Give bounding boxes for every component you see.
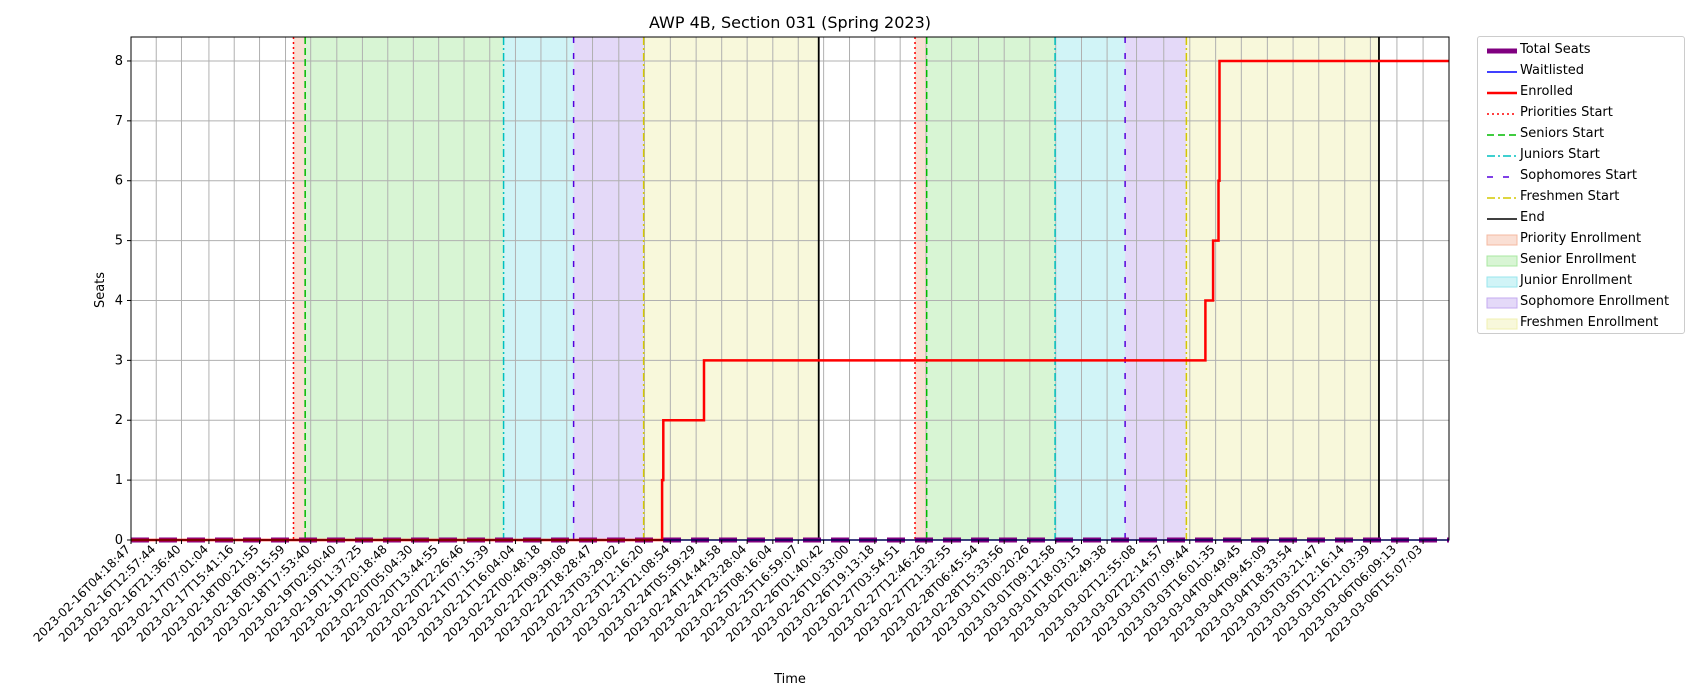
- legend-item: Junior Enrollment: [1478, 272, 1684, 292]
- legend-swatch: [1487, 113, 1517, 115]
- legend-swatch: [1486, 297, 1518, 309]
- legend-swatch: [1486, 276, 1518, 288]
- span-junior-enrollment: [1055, 37, 1126, 540]
- legend-item: Seniors Start: [1478, 125, 1684, 145]
- y-tick-label: 4: [115, 293, 123, 308]
- legend-item: Total Seats: [1478, 41, 1684, 61]
- legend-item: Senior Enrollment: [1478, 251, 1684, 271]
- span-junior-enrollment: [503, 37, 574, 540]
- legend-patch: [1486, 255, 1518, 267]
- legend-label: Total Seats: [1520, 42, 1591, 57]
- y-tick-label: 8: [115, 54, 123, 69]
- x-axis-label: Time: [773, 672, 806, 687]
- legend-item: Juniors Start: [1478, 146, 1684, 166]
- legend-item: Sophomore Enrollment: [1478, 293, 1684, 313]
- span-senior-enrollment: [926, 37, 1056, 540]
- legend-item: Freshmen Enrollment: [1478, 314, 1684, 334]
- series-enrolled: [131, 59, 1449, 542]
- span-priority-enrollment: [293, 37, 306, 540]
- legend-swatch: [1487, 197, 1517, 199]
- y-axis-label: Seats: [93, 272, 108, 308]
- legend-swatch: [1487, 71, 1517, 73]
- legend-patch: [1486, 276, 1518, 288]
- legend-label: Waitlisted: [1520, 63, 1585, 78]
- legend-label: Freshmen Start: [1520, 189, 1620, 204]
- legend-item: Freshmen Start: [1478, 188, 1684, 208]
- span-sophomore-enrollment: [1125, 37, 1187, 540]
- legend-label: Senior Enrollment: [1520, 252, 1637, 267]
- span-senior-enrollment: [305, 37, 504, 540]
- legend-item: Priority Enrollment: [1478, 230, 1684, 250]
- y-tick-label: 2: [115, 413, 123, 428]
- legend-swatch: [1487, 218, 1517, 220]
- y-tick-label: 7: [115, 114, 123, 129]
- y-tick-label: 3: [115, 353, 123, 368]
- legend-swatch: [1486, 234, 1518, 246]
- legend-item: Enrolled: [1478, 83, 1684, 103]
- legend-label: Sophomore Enrollment: [1520, 294, 1670, 309]
- legend: Total Seats Waitlisted Enrolled Priorities …: [1477, 36, 1685, 334]
- legend-label: End: [1520, 210, 1545, 225]
- legend-label: Freshmen Enrollment: [1520, 315, 1659, 330]
- legend-swatch: [1487, 91, 1517, 95]
- legend-label: Priority Enrollment: [1520, 231, 1642, 246]
- legend-item: Waitlisted: [1478, 62, 1684, 82]
- legend-item: Sophomores Start: [1478, 167, 1684, 187]
- legend-swatch: [1487, 176, 1517, 178]
- legend-patch: [1486, 318, 1518, 330]
- legend-label: Seniors Start: [1520, 126, 1605, 141]
- legend-swatch: [1486, 255, 1518, 267]
- legend-item: Priorities Start: [1478, 104, 1684, 124]
- legend-swatch: [1487, 134, 1517, 136]
- y-tick-label: 6: [115, 174, 123, 189]
- legend-patch: [1486, 297, 1518, 309]
- legend-item: End: [1478, 209, 1684, 229]
- y-tick-label: 1: [115, 473, 123, 488]
- legend-label: Enrolled: [1520, 84, 1573, 99]
- legend-label: Junior Enrollment: [1520, 273, 1633, 288]
- legend-label: Juniors Start: [1520, 147, 1600, 162]
- y-tick-label: 5: [115, 234, 123, 249]
- span-sophomore-enrollment: [573, 37, 644, 540]
- legend-patch: [1486, 234, 1518, 246]
- legend-label: Sophomores Start: [1520, 168, 1637, 183]
- y-tick-label: 0: [115, 533, 123, 548]
- legend-swatch: [1486, 318, 1518, 330]
- plot-frame: [130, 36, 1450, 541]
- legend-swatch: [1487, 48, 1517, 54]
- span-priority-enrollment: [915, 37, 927, 540]
- legend-label: Priorities Start: [1520, 105, 1613, 120]
- chart-title: AWP 4B, Section 031 (Spring 2023): [649, 13, 931, 32]
- legend-swatch: [1487, 155, 1517, 157]
